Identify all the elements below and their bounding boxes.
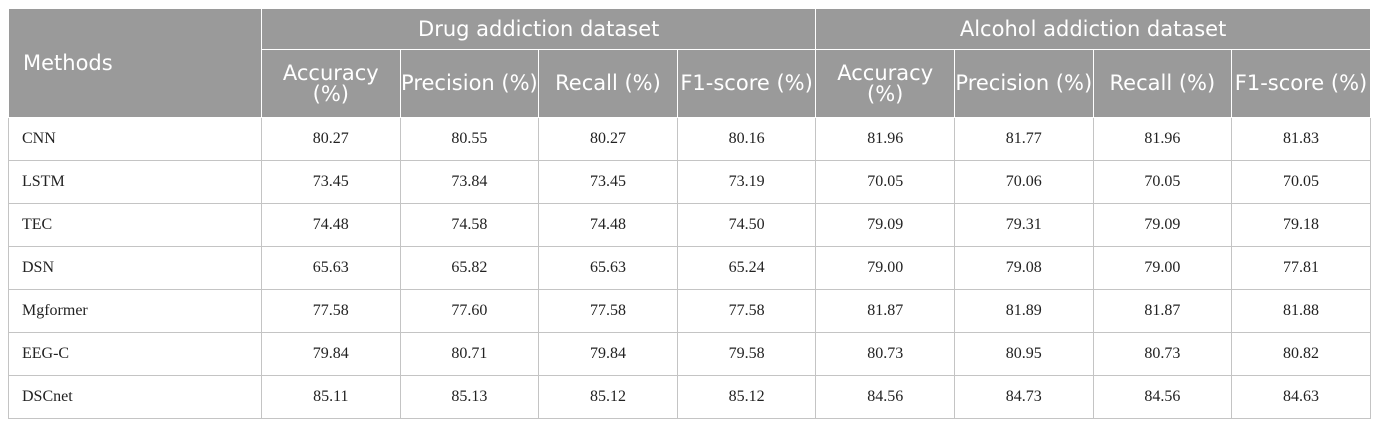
method-cell: DSN (8, 246, 262, 290)
value-cell: 77.58 (676, 289, 817, 333)
value-cell: 79.31 (953, 203, 1094, 247)
method-cell: TEC (8, 203, 262, 247)
table-row: TEC 74.48 74.58 74.48 74.50 79.09 79.31 … (8, 203, 1371, 247)
value-cell: 80.71 (399, 332, 540, 376)
value-cell: 65.82 (399, 246, 540, 290)
table-row: DSN 65.63 65.82 65.63 65.24 79.00 79.08 … (8, 246, 1371, 290)
results-table: Methods Drug addiction dataset Alcohol a… (8, 8, 1371, 419)
value-cell: 79.00 (1092, 246, 1233, 290)
value-cell: 80.73 (815, 332, 955, 376)
method-cell: LSTM (8, 160, 262, 204)
value-cell: 74.48 (538, 203, 678, 247)
alcohol-accuracy-header: Accuracy (%) (815, 49, 955, 118)
table-row: CNN 80.27 80.55 80.27 80.16 81.96 81.77 … (8, 117, 1371, 161)
value-cell: 65.63 (538, 246, 678, 290)
value-cell: 73.19 (676, 160, 817, 204)
value-cell: 79.18 (1231, 203, 1371, 247)
value-cell: 80.16 (676, 117, 817, 161)
value-cell: 70.05 (815, 160, 955, 204)
table-row: DSCnet 85.11 85.13 85.12 85.12 84.56 84.… (8, 375, 1371, 419)
value-cell: 73.45 (261, 160, 401, 204)
value-cell: 65.24 (676, 246, 817, 290)
value-cell: 81.89 (953, 289, 1094, 333)
value-cell: 70.05 (1092, 160, 1233, 204)
value-cell: 84.56 (1092, 375, 1233, 419)
drug-precision-header: Precision (%) (399, 49, 540, 118)
value-cell: 77.60 (399, 289, 540, 333)
value-cell: 81.88 (1231, 289, 1371, 333)
value-cell: 65.63 (261, 246, 401, 290)
value-cell: 80.82 (1231, 332, 1371, 376)
drug-accuracy-header: Accuracy (%) (261, 49, 401, 118)
drug-f1-header: F1-score (%) (676, 49, 817, 118)
value-cell: 84.63 (1231, 375, 1371, 419)
value-cell: 79.58 (676, 332, 817, 376)
alcohol-f1-header: F1-score (%) (1231, 49, 1371, 118)
method-cell: DSCnet (8, 375, 262, 419)
value-cell: 81.83 (1231, 117, 1371, 161)
value-cell: 80.55 (399, 117, 540, 161)
value-cell: 80.73 (1092, 332, 1233, 376)
value-cell: 85.13 (399, 375, 540, 419)
value-cell: 79.09 (1092, 203, 1233, 247)
value-cell: 81.87 (815, 289, 955, 333)
table-row: EEG-C 79.84 80.71 79.84 79.58 80.73 80.9… (8, 332, 1371, 376)
value-cell: 80.27 (261, 117, 401, 161)
table-header: Methods Drug addiction dataset Alcohol a… (8, 8, 1371, 118)
value-cell: 77.58 (538, 289, 678, 333)
method-cell: EEG-C (8, 332, 262, 376)
value-cell: 80.95 (953, 332, 1094, 376)
value-cell: 73.84 (399, 160, 540, 204)
table-body: CNN 80.27 80.55 80.27 80.16 81.96 81.77 … (8, 117, 1371, 419)
value-cell: 77.58 (261, 289, 401, 333)
table-row: Mgformer 77.58 77.60 77.58 77.58 81.87 8… (8, 289, 1371, 333)
metric-header-row: Accuracy (%) Precision (%) Recall (%) F1… (9, 49, 1371, 118)
alcohol-precision-header: Precision (%) (953, 49, 1094, 118)
value-cell: 85.12 (676, 375, 817, 419)
value-cell: 73.45 (538, 160, 678, 204)
value-cell: 74.50 (676, 203, 817, 247)
table-row: LSTM 73.45 73.84 73.45 73.19 70.05 70.06… (8, 160, 1371, 204)
value-cell: 79.84 (538, 332, 678, 376)
value-cell: 77.81 (1231, 246, 1371, 290)
group-header-row: Methods Drug addiction dataset Alcohol a… (8, 8, 1371, 118)
value-cell: 85.11 (261, 375, 401, 419)
value-cell: 81.96 (815, 117, 955, 161)
value-cell: 74.58 (399, 203, 540, 247)
value-cell: 74.48 (261, 203, 401, 247)
value-cell: 80.27 (538, 117, 678, 161)
value-cell: 70.06 (953, 160, 1094, 204)
drug-recall-header: Recall (%) (538, 49, 678, 118)
value-cell: 81.87 (1092, 289, 1233, 333)
value-cell: 79.00 (815, 246, 955, 290)
value-cell: 79.08 (953, 246, 1094, 290)
value-cell: 84.56 (815, 375, 955, 419)
drug-dataset-header: Drug addiction dataset (260, 8, 817, 50)
value-cell: 81.96 (1092, 117, 1233, 161)
value-cell: 85.12 (538, 375, 678, 419)
methods-column-header: Methods (8, 8, 262, 118)
value-cell: 81.77 (953, 117, 1094, 161)
method-cell: Mgformer (8, 289, 262, 333)
method-cell: CNN (8, 117, 262, 161)
value-cell: 84.73 (953, 375, 1094, 419)
value-cell: 79.09 (815, 203, 955, 247)
value-cell: 70.05 (1231, 160, 1371, 204)
alcohol-recall-header: Recall (%) (1092, 49, 1233, 118)
value-cell: 79.84 (261, 332, 401, 376)
alcohol-dataset-header: Alcohol addiction dataset (815, 8, 1371, 50)
